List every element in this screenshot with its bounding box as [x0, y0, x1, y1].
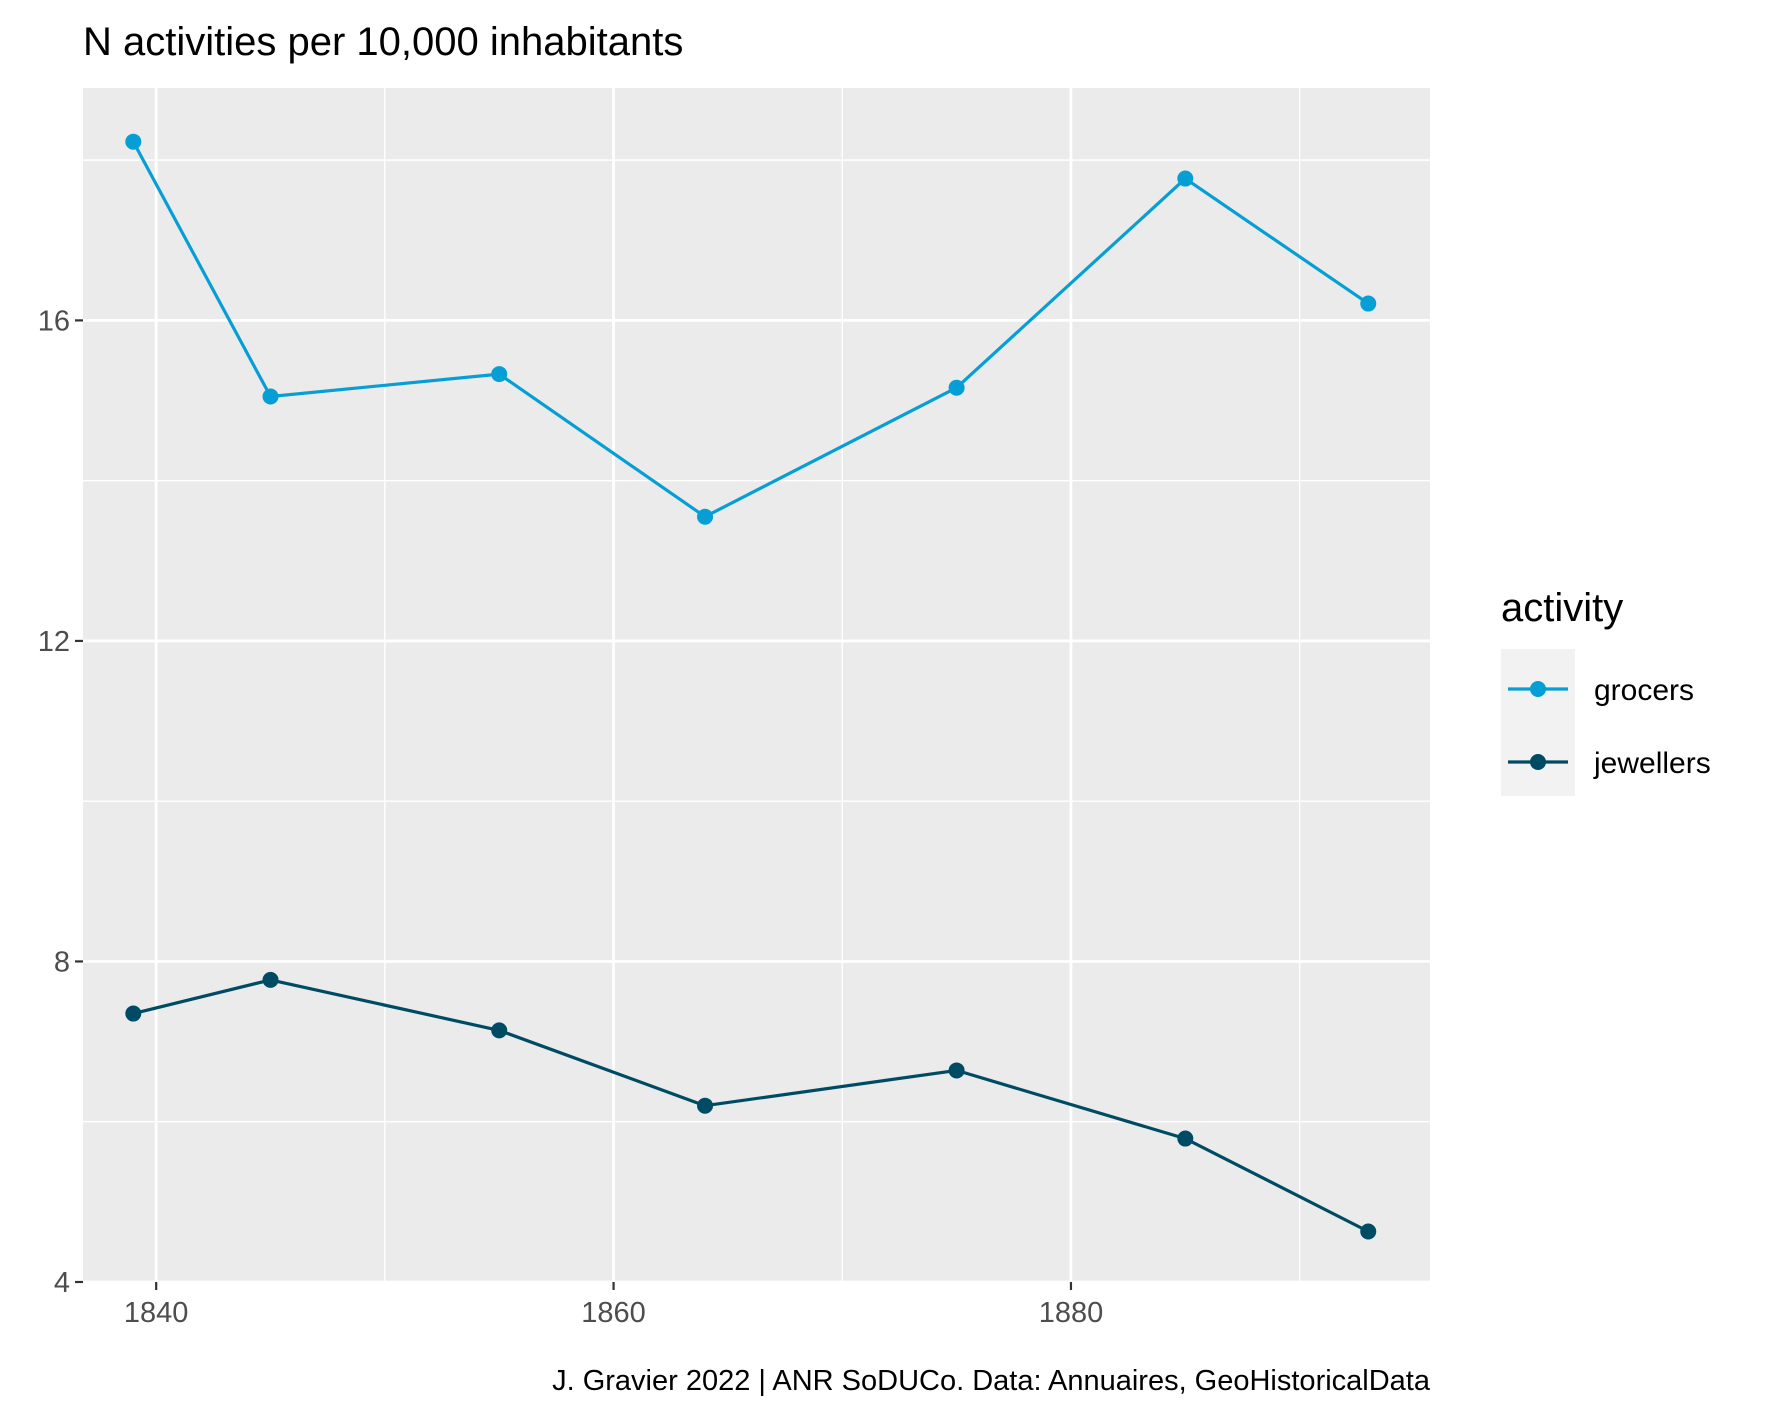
legend-item-jewellers: jewellers — [1593, 747, 1711, 780]
data-point-jewellers — [948, 1062, 965, 1079]
x-tick-label: 1860 — [581, 1297, 646, 1329]
chart-title: N activities per 10,000 inhabitants — [83, 20, 683, 64]
data-point-jewellers — [1177, 1130, 1194, 1147]
data-point-jewellers — [262, 971, 279, 988]
data-point-grocers — [1177, 170, 1194, 187]
data-point-jewellers — [697, 1097, 714, 1114]
y-tick-label: 16 — [38, 305, 70, 337]
data-point-jewellers — [125, 1005, 142, 1022]
grid-major — [83, 88, 1430, 1284]
x-tick-label: 1880 — [1039, 1297, 1104, 1329]
series-grocers — [125, 133, 1377, 525]
legend-key-point — [1530, 754, 1546, 770]
x-tick-label: 1840 — [124, 1297, 189, 1329]
x-axis: 1840 1860 1880 — [124, 1282, 1103, 1329]
series-jewellers — [125, 971, 1377, 1240]
y-axis: 4 8 12 16 — [38, 305, 83, 1299]
legend-title: activity — [1501, 586, 1623, 630]
series-layer — [125, 133, 1377, 1240]
y-tick-label: 12 — [38, 626, 70, 658]
data-point-grocers — [948, 379, 965, 396]
plot-panel — [83, 88, 1430, 1282]
legend-item-grocers: grocers — [1594, 674, 1694, 707]
data-point-grocers — [697, 508, 714, 525]
y-tick-label: 8 — [54, 946, 70, 978]
chart-caption: J. Gravier 2022 | ANR SoDUCo. Data: Annu… — [552, 1365, 1431, 1397]
data-point-jewellers — [491, 1022, 508, 1039]
data-point-grocers — [491, 366, 508, 383]
data-point-grocers — [125, 133, 142, 150]
legend-key-background — [1501, 649, 1575, 796]
legend-key-point — [1530, 681, 1546, 697]
grid-minor — [83, 88, 1430, 1282]
data-point-grocers — [262, 388, 279, 405]
data-point-grocers — [1360, 295, 1377, 312]
data-point-jewellers — [1360, 1223, 1377, 1240]
legend: activity grocers jewellers — [1501, 586, 1711, 796]
y-tick-label: 4 — [54, 1267, 70, 1299]
